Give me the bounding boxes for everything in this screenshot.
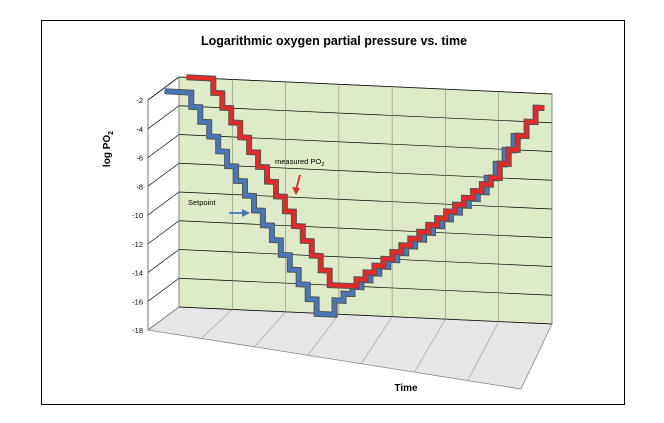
chart-title: Logarithmic oxygen partial pressure vs. … [201,34,467,48]
gridline-side [147,220,180,245]
y-tick-label: -8 [136,182,143,191]
gridline-y [178,76,553,95]
gridline-y [178,191,553,210]
series-lines [164,74,545,318]
measured-arrow-head [292,187,300,195]
gridline-side [147,105,180,130]
x-axis-label: Time [394,383,418,394]
setpoint-arrow-head [242,209,250,217]
measured-po2-label: measured PO2 [275,157,324,168]
y-tick-label: -16 [132,297,143,306]
y-tick-label: -10 [132,211,143,220]
y-tick-label: -2 [136,96,143,105]
annotations: measured PO2 Setpoint [188,157,324,217]
gridline-y [178,277,553,296]
measured-arrow-shaft [295,174,301,191]
gridline-side [147,249,180,273]
gridline-y [178,105,553,124]
chart: -2-4-6-8-10-12-14-16-18 measured PO2Setp… [102,34,553,394]
y-tick-labels: -2 -4 -6 -8 -10 -12 -14 -16 -18 [132,96,143,335]
measured-po2-label-main: measured PO [275,157,321,166]
gridline-floor [201,309,233,339]
gridline-side [147,277,180,302]
y-tick-label: -18 [132,326,143,335]
measured-po2-label-sub: 2 [321,162,324,168]
gridline-floor [147,306,180,331]
gridline-side [147,191,180,216]
y-tick-label: -12 [132,240,143,249]
setpoint-label: Setpoint [188,198,216,207]
y-axis-label: log PO2 [102,131,115,167]
gridline-y [178,306,553,325]
gridline-y [178,220,553,239]
y-axis-label-sub: 2 [108,131,115,135]
gridline-floor [360,316,393,364]
y-tick-label: -4 [136,125,143,134]
y-tick-label: -14 [132,269,143,278]
gridline-floor [414,318,446,373]
gridline-floor [520,323,553,390]
measured-po2-line [186,75,545,289]
gridline-y [178,249,553,267]
y-tick-label: -6 [136,154,143,163]
gridline-side [147,134,180,158]
gridline-floor [307,314,340,356]
gridline-side [147,76,180,101]
gridline-side [147,162,180,187]
gridline-floor [254,311,286,348]
chart-frame: -2 -4 -6 -8 -10 -12 -14 -16 -18 measured PO2 Setp… [41,20,625,405]
gridline-floor [467,321,499,381]
y-axis-label-main: log PO [102,135,113,167]
